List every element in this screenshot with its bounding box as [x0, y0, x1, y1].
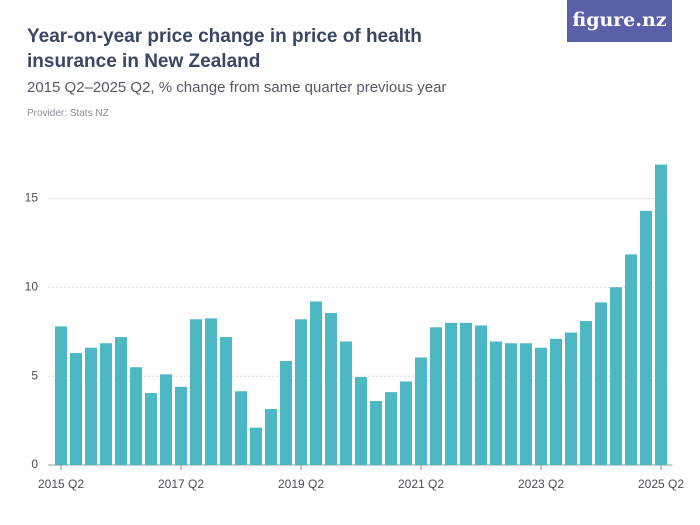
bar [160, 374, 172, 465]
bar [115, 337, 127, 465]
chart-title: Year-on-year price change in price of he… [27, 26, 422, 72]
bar [310, 301, 322, 465]
bar [250, 427, 262, 465]
bar [430, 327, 442, 465]
x-tick-label: 2025 Q2 [638, 477, 684, 491]
bar [70, 353, 82, 465]
bar [400, 381, 412, 465]
bar [370, 401, 382, 465]
x-tick-label: 2015 Q2 [38, 477, 84, 491]
bar [490, 341, 502, 465]
bar [265, 409, 277, 465]
bar [460, 322, 472, 465]
bar [175, 386, 187, 465]
chart-subtitle: 2015 Q2–2025 Q2, % change from same quar… [27, 79, 447, 96]
y-tick-label: 15 [25, 191, 39, 205]
bar [295, 319, 307, 465]
y-tick-label: 5 [31, 368, 38, 382]
bar [475, 325, 487, 465]
bar [220, 337, 232, 465]
x-tick-label: 2019 Q2 [278, 477, 324, 491]
x-tick-label: 2023 Q2 [518, 477, 564, 491]
bar [505, 343, 517, 465]
bar [535, 347, 547, 465]
bar [190, 319, 202, 465]
bar [415, 357, 427, 465]
bar [445, 322, 457, 465]
y-tick-label: 10 [25, 279, 39, 293]
bar [55, 326, 67, 465]
bar [100, 343, 112, 465]
provider: Provider: Stats NZ [27, 108, 109, 119]
bar [355, 377, 367, 465]
bar [595, 302, 607, 465]
logo[interactable]: figure.nz [567, 0, 672, 42]
bar [550, 338, 562, 465]
bar [580, 321, 592, 465]
x-tick-label: 2017 Q2 [158, 477, 204, 491]
bar [130, 367, 142, 465]
bar [610, 287, 622, 465]
bar [385, 392, 397, 465]
bar [145, 393, 157, 465]
bar [565, 332, 577, 465]
x-tick-label: 2021 Q2 [398, 477, 444, 491]
y-tick-label: 0 [31, 457, 38, 471]
bar [655, 164, 667, 466]
bar [340, 341, 352, 465]
bar [520, 343, 532, 465]
bar [625, 254, 637, 465]
bar [325, 313, 337, 465]
bar [640, 210, 652, 465]
bar [280, 361, 292, 465]
bar [235, 391, 247, 465]
bar [85, 347, 97, 465]
bar [205, 318, 217, 465]
